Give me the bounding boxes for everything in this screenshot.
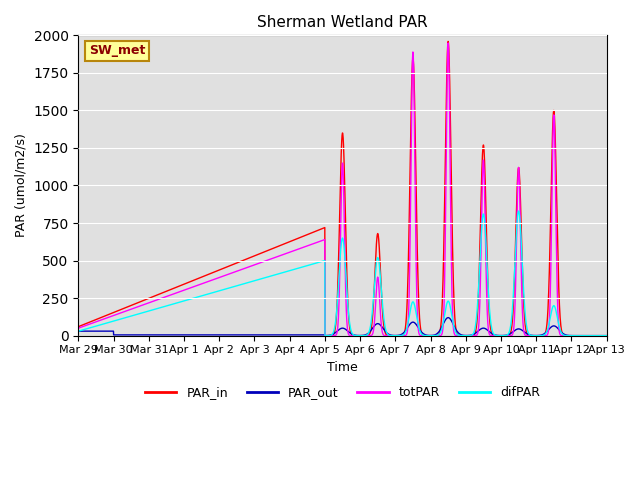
Title: Sherman Wetland PAR: Sherman Wetland PAR bbox=[257, 15, 428, 30]
PAR_in bbox=[444, 38, 452, 44]
difPAR bbox=[536, 333, 543, 338]
totPAR bbox=[135, 304, 143, 310]
Legend: PAR_in, PAR_out, totPAR, difPAR: PAR_in, PAR_out, totPAR, difPAR bbox=[140, 382, 545, 405]
Text: SW_met: SW_met bbox=[89, 44, 145, 57]
totPAR bbox=[166, 292, 174, 298]
totPAR bbox=[603, 333, 611, 338]
difPAR bbox=[593, 333, 600, 338]
PAR_out bbox=[135, 332, 143, 338]
totPAR bbox=[300, 244, 308, 250]
Line: difPAR: difPAR bbox=[79, 211, 607, 336]
difPAR bbox=[166, 302, 174, 308]
PAR_out bbox=[593, 333, 600, 338]
Line: PAR_in: PAR_in bbox=[79, 41, 607, 336]
PAR_out bbox=[277, 332, 285, 338]
Line: PAR_out: PAR_out bbox=[79, 318, 607, 336]
difPAR bbox=[300, 264, 308, 269]
PAR_out bbox=[166, 332, 174, 338]
PAR_in bbox=[300, 233, 308, 239]
PAR_out bbox=[300, 332, 308, 338]
PAR_in bbox=[75, 324, 83, 330]
Y-axis label: PAR (umol/m2/s): PAR (umol/m2/s) bbox=[15, 133, 28, 238]
difPAR bbox=[75, 328, 83, 334]
PAR_in bbox=[135, 300, 143, 305]
totPAR bbox=[277, 252, 285, 258]
Line: totPAR: totPAR bbox=[79, 43, 607, 336]
difPAR bbox=[603, 333, 611, 338]
difPAR bbox=[135, 311, 143, 317]
difPAR bbox=[277, 270, 285, 276]
PAR_in bbox=[593, 333, 600, 338]
totPAR bbox=[444, 40, 452, 46]
PAR_out bbox=[75, 328, 83, 334]
PAR_in bbox=[277, 242, 285, 248]
totPAR bbox=[536, 333, 543, 338]
PAR_in bbox=[603, 333, 611, 338]
totPAR bbox=[593, 333, 600, 338]
PAR_out bbox=[444, 315, 452, 321]
PAR_out bbox=[603, 333, 611, 338]
totPAR bbox=[75, 325, 83, 331]
PAR_out bbox=[536, 333, 543, 338]
difPAR bbox=[515, 208, 522, 214]
PAR_in bbox=[166, 287, 174, 293]
X-axis label: Time: Time bbox=[327, 361, 358, 374]
PAR_in bbox=[536, 333, 543, 338]
